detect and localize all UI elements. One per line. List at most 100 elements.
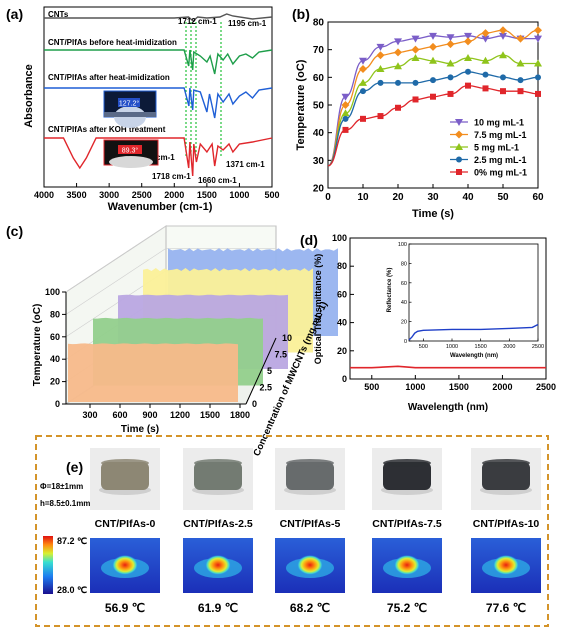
b-point-3-8 — [465, 68, 471, 75]
x-tick-label-2: 3000 — [99, 190, 119, 200]
b-point-4-5 — [412, 96, 419, 103]
thermal-hotspot-4 — [493, 555, 519, 575]
legend-marker-3 — [456, 156, 462, 163]
sample-label-1: CNT/PIfAs-2.5 — [183, 518, 253, 530]
b-point-2-5 — [411, 53, 420, 61]
inset-frame — [408, 243, 539, 342]
b-point-0-6 — [429, 32, 437, 40]
b-point-2-9 — [481, 56, 490, 64]
inset-x-tick-label-0: 500 — [419, 344, 428, 350]
inset-x-tick-label-2: 1500 — [475, 344, 487, 350]
c-y-tick-label-5: 100 — [45, 287, 60, 297]
colorbar: 87.2 ℃ 28.0 ℃ — [43, 536, 87, 595]
c-y-tick-label-2: 40 — [50, 354, 60, 364]
c-y-tick-label-3: 60 — [50, 332, 60, 342]
panel-b-axes: 0 10 20 30 40 50 60 20 30 40 50 60 70 80 — [313, 18, 544, 204]
c-y-tick-label-0: 0 — [55, 399, 60, 409]
b-point-3-12 — [535, 74, 541, 81]
b-point-0-10 — [499, 32, 507, 40]
inset-axes: 500 1000 1500 2000 2500 0 20 40 60 80 100 — [398, 242, 544, 350]
x-tick-label-6: 1000 — [229, 190, 249, 200]
x-tick-label-7: 500 — [264, 190, 279, 200]
b-point-3-4 — [395, 79, 401, 86]
c-x-tick-label-3: 1200 — [170, 410, 190, 420]
thermal-temperature-3: 75.2 ℃ — [387, 601, 427, 615]
c-z-tick-label-1: 2.5 — [260, 383, 273, 393]
contact-angle-1: 127.2° — [119, 100, 140, 108]
legend-marker-0 — [455, 119, 463, 126]
b-point-2-12 — [534, 59, 542, 67]
d-x-tick-label-2: 1500 — [449, 382, 469, 392]
sample-disc-top-2 — [286, 459, 334, 467]
c-z-tick-label-2: 5 — [267, 366, 272, 376]
b-point-2-8 — [464, 53, 472, 61]
thermal-hotspot-3 — [394, 555, 420, 575]
b-y-tick-label-0: 20 — [313, 184, 325, 195]
x-tick-label-0: 4000 — [34, 190, 54, 200]
b-x-tick-label-2: 20 — [392, 192, 404, 203]
panel-a-xlabel: Wavenumber (cm-1) — [108, 201, 213, 213]
b-x-tick-label-1: 10 — [357, 192, 369, 203]
inset-y-tick-label-3: 60 — [401, 281, 407, 287]
b-point-1-11 — [516, 34, 525, 43]
contact-angle-inset-2: 89.3° — [103, 139, 159, 168]
legend-label-3: 2.5 mg mL-1 — [474, 155, 527, 165]
d-y-tick-label-1: 20 — [337, 346, 347, 356]
colorbar-max: 87.2 ℃ — [57, 536, 87, 546]
inset-y-tick-label-5: 100 — [398, 242, 407, 248]
annotation-1660: 1660 cm-1 — [198, 176, 237, 185]
b-point-1-3 — [376, 51, 385, 60]
b-point-4-1 — [342, 126, 349, 133]
panel-label-b: (b) — [292, 6, 310, 22]
d-x-tick-label-4: 2500 — [536, 382, 556, 392]
b-x-tick-label-6: 60 — [532, 192, 544, 203]
colorbar-min: 28.0 ℃ — [57, 585, 87, 595]
b-point-4-6 — [430, 93, 436, 100]
annotation-1718: 1718 cm-1 — [152, 172, 191, 181]
b-y-tick-label-6: 80 — [313, 18, 325, 29]
d-y-tick-label-2: 40 — [337, 318, 347, 328]
legend-label-1: 7.5 mg mL-1 — [474, 130, 527, 140]
b-point-1-7 — [446, 40, 455, 49]
b-point-4-4 — [395, 104, 401, 111]
series-label-koh: CNT/PIfAs after KOH treatment — [48, 125, 166, 134]
panel-label-a: (a) — [6, 6, 23, 22]
x-tick-label-5: 1500 — [197, 190, 217, 200]
panel-d-ylabel: Optical Transmittance (%) — [313, 254, 323, 365]
b-point-3-11 — [517, 77, 524, 84]
annotation-1195: 1195 cm-1 — [228, 19, 267, 28]
spectrum-1 — [44, 49, 273, 75]
d-x-tick-label-0: 500 — [364, 382, 379, 392]
inset-xlabel: Wavelength (nm) — [450, 353, 498, 359]
b-x-tick-label-0: 0 — [325, 192, 331, 203]
b-point-0-8 — [464, 32, 472, 40]
inset-y-tick-label-0: 0 — [404, 339, 407, 345]
sample-disc-3 — [383, 462, 431, 490]
thermal-temperature-0: 56.9 ℃ — [105, 601, 145, 615]
sample-disc-top-1 — [194, 459, 242, 467]
thermal-hotspot-2 — [297, 555, 323, 575]
b-point-2-2 — [359, 78, 367, 86]
panel-c-slabs — [68, 248, 338, 402]
d-y-tick-label-0: 0 — [342, 374, 347, 384]
b-point-0-5 — [411, 35, 420, 43]
sample-disc-2 — [286, 462, 334, 490]
b-point-2-6 — [429, 56, 437, 64]
thermal-temperature-4: 77.6 ℃ — [486, 601, 526, 615]
b-point-1-8 — [464, 37, 472, 46]
inset-x-tick-label-4: 2500 — [532, 344, 544, 350]
b-point-3-6 — [430, 77, 436, 84]
b-point-1-2 — [359, 65, 367, 74]
sample-label-4: CNT/PIfAs-10 — [473, 518, 540, 530]
b-y-tick-label-5: 70 — [313, 45, 325, 56]
legend-label-4: 0% mg mL-1 — [474, 168, 527, 178]
panel-c-ylabel: Temperature (oC) — [32, 304, 43, 387]
b-point-1-4 — [394, 48, 402, 57]
panel-d-xlabel: Wavelength (nm) — [408, 402, 488, 413]
sample-disc-top-4 — [482, 459, 530, 467]
transmittance-line — [350, 365, 546, 369]
b-x-tick-label-5: 50 — [497, 192, 509, 203]
thermal-temperature-1: 61.9 ℃ — [198, 601, 238, 615]
d-y-tick-label-4: 80 — [337, 261, 347, 271]
